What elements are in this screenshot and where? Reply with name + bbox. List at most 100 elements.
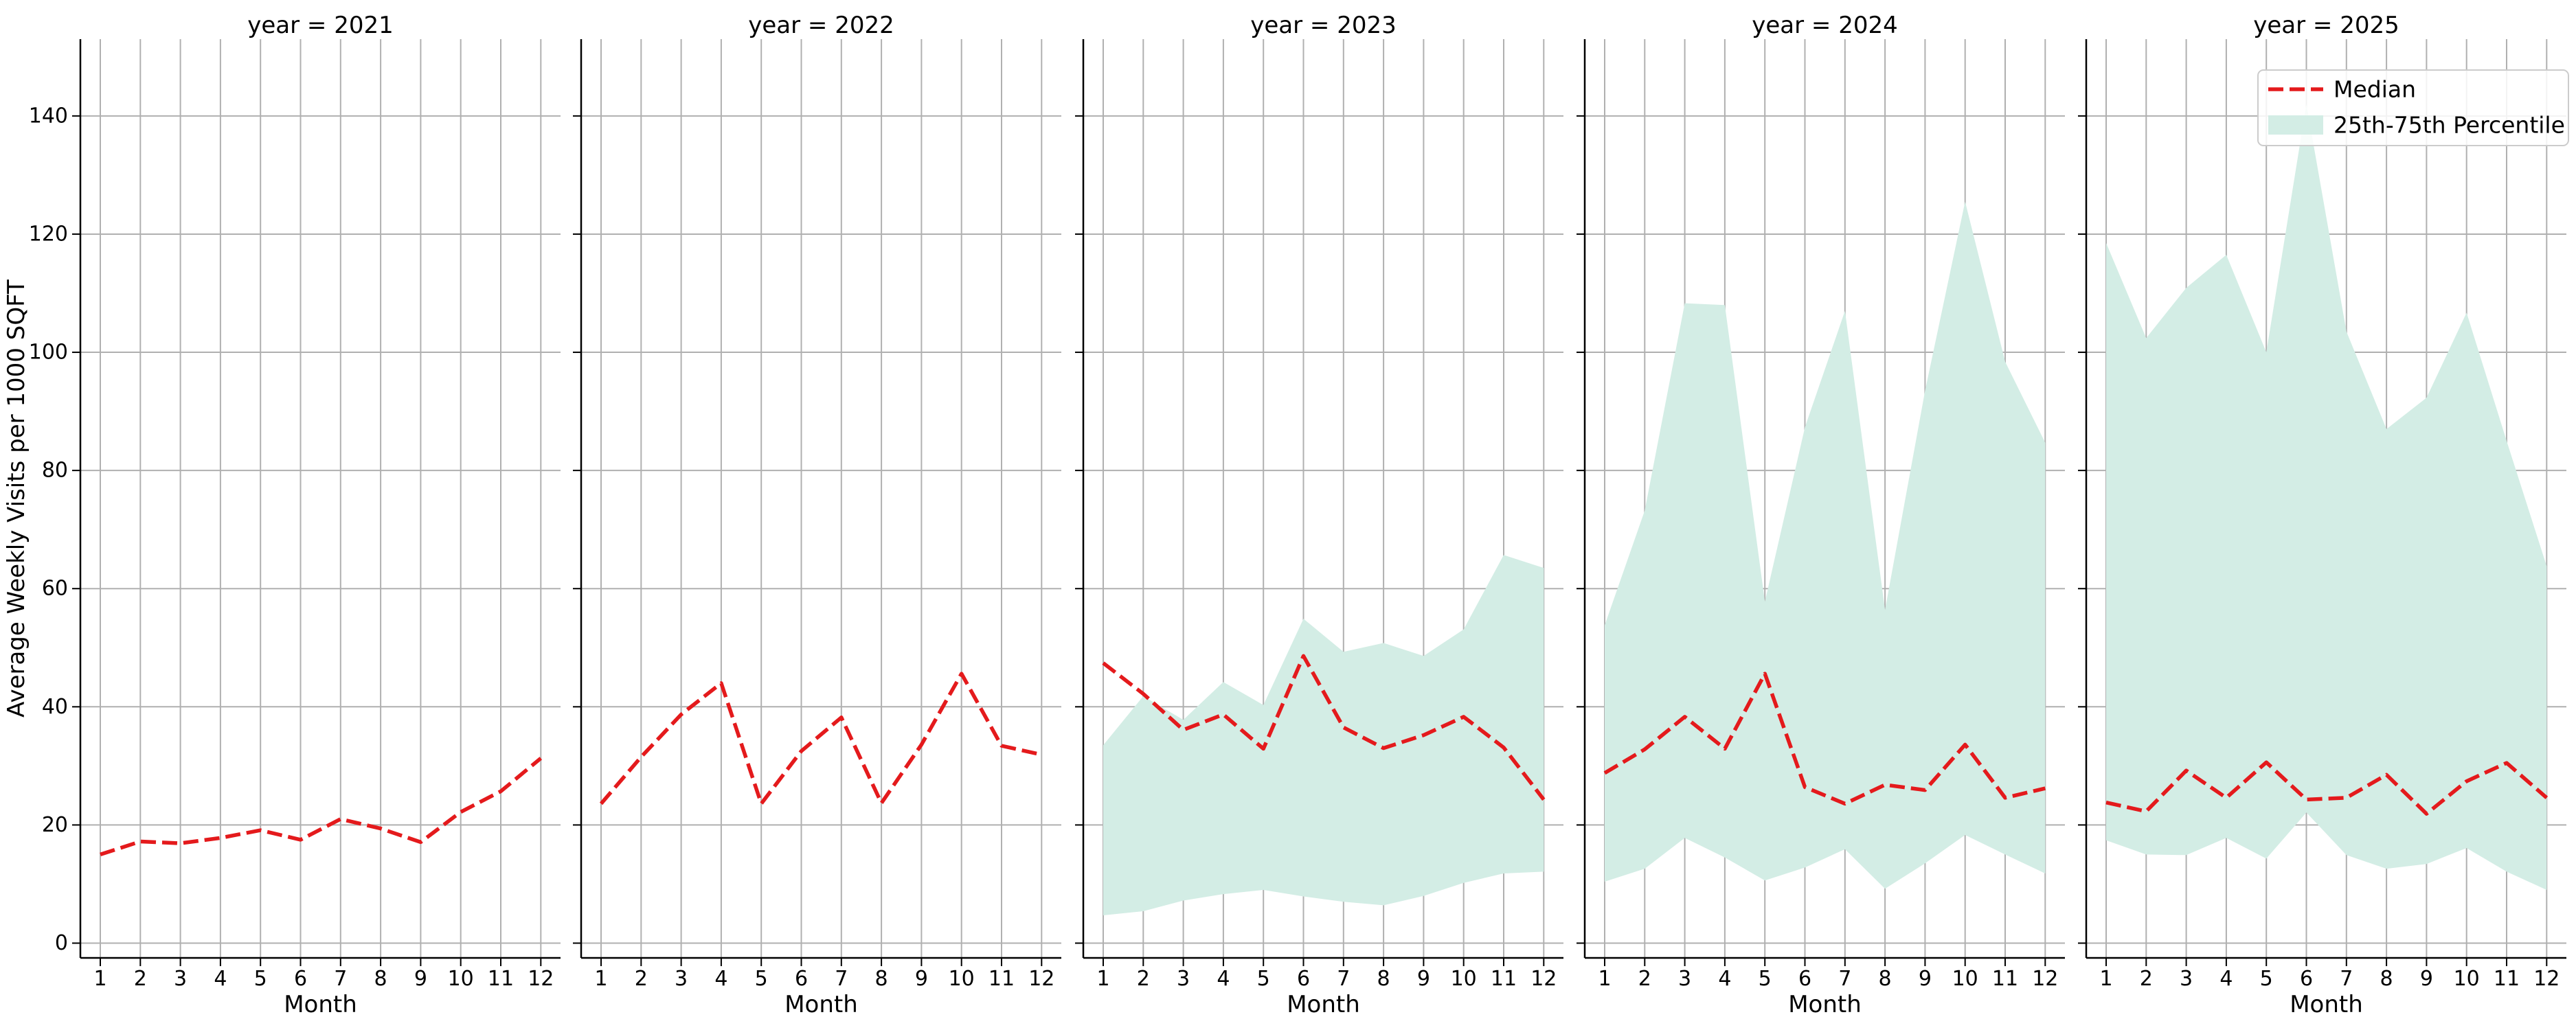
median-point xyxy=(1883,783,1887,787)
median-point xyxy=(418,840,422,844)
x-tick-label: 9 xyxy=(1919,967,1932,991)
median-point xyxy=(2264,760,2268,764)
x-tick-label: 5 xyxy=(1759,967,1772,991)
median-point xyxy=(1261,746,1265,751)
median-point xyxy=(2003,796,2007,800)
x-tick-label: 12 xyxy=(2032,967,2058,991)
y-tick-label: 120 xyxy=(29,222,68,246)
median-point xyxy=(2184,768,2189,772)
median-point xyxy=(639,755,643,759)
x-tick-label: 7 xyxy=(1838,967,1851,991)
y-tick-label: 140 xyxy=(29,104,68,128)
x-axis-label: Month xyxy=(1788,991,1862,1018)
x-tick-label: 11 xyxy=(1992,967,2018,991)
legend-box xyxy=(2257,69,2569,146)
median-point xyxy=(879,801,883,805)
median-point xyxy=(1923,788,1927,792)
median-point xyxy=(1101,661,1105,665)
y-tick-label: 100 xyxy=(29,341,68,365)
y-tick-label: 20 xyxy=(42,813,68,837)
x-tick-label: 9 xyxy=(414,967,427,991)
median-point xyxy=(2505,761,2509,765)
x-tick-label: 2 xyxy=(1638,967,1651,991)
x-tick-label: 9 xyxy=(1417,967,1430,991)
median-point xyxy=(339,817,343,821)
median-point xyxy=(599,801,603,805)
percentile-band-area xyxy=(1605,201,2046,889)
x-tick-label: 4 xyxy=(1217,967,1230,991)
median-point xyxy=(98,852,102,856)
median-point xyxy=(2043,786,2047,790)
x-tick-label: 11 xyxy=(988,967,1015,991)
median-point xyxy=(218,836,223,840)
legend-band-label: 25th-75th Percentile xyxy=(2334,112,2565,139)
median-line xyxy=(1102,654,1546,801)
legend: Median 25th-75th Percentile xyxy=(2257,69,2569,146)
x-tick-label: 12 xyxy=(1028,967,1054,991)
median-line xyxy=(100,757,543,857)
median-point xyxy=(459,810,463,814)
x-tick-label: 1 xyxy=(594,967,607,991)
median-point xyxy=(1642,747,1647,751)
x-tick-label: 1 xyxy=(2099,967,2112,991)
x-tick-label: 11 xyxy=(488,967,514,991)
median-point xyxy=(1182,728,1186,732)
legend-band-swatch xyxy=(2268,115,2323,135)
median-point xyxy=(1683,715,1687,719)
median-point xyxy=(2345,796,2349,800)
median-line xyxy=(2105,760,2549,816)
median-point xyxy=(2224,796,2228,800)
panel-title: year = 2022 xyxy=(748,12,894,39)
median-point xyxy=(1843,801,1847,805)
y-axis-label: Average Weekly Visits per 1000 SQFT xyxy=(3,279,30,718)
x-tick-label: 2 xyxy=(2140,967,2153,991)
x-tick-label: 3 xyxy=(1177,967,1190,991)
panel-title: year = 2021 xyxy=(247,12,393,39)
x-tick-label: 11 xyxy=(2494,967,2520,991)
x-axis-label: Month xyxy=(284,991,357,1018)
y-tick-label: 80 xyxy=(42,459,68,483)
median-point xyxy=(960,672,964,676)
x-tick-label: 6 xyxy=(1798,967,1811,991)
x-tick-label: 9 xyxy=(2420,967,2433,991)
median-line xyxy=(599,672,1042,806)
x-tick-label: 3 xyxy=(174,967,187,991)
x-axis-label: Month xyxy=(1287,991,1360,1018)
median-point xyxy=(1462,715,1466,719)
x-tick-label: 10 xyxy=(1451,967,1477,991)
y-tick-label: 40 xyxy=(42,695,68,719)
percentile-band-area xyxy=(1103,555,1544,915)
x-tick-label: 10 xyxy=(448,967,474,991)
x-tick-label: 6 xyxy=(795,967,808,991)
x-tick-label: 5 xyxy=(254,967,267,991)
median-line xyxy=(1603,672,2046,806)
median-point xyxy=(1502,746,1506,750)
x-tick-label: 12 xyxy=(528,967,554,991)
median-point xyxy=(1141,691,1145,696)
x-tick-label: 3 xyxy=(675,967,688,991)
median-point xyxy=(379,827,383,831)
median-point xyxy=(679,712,683,716)
median-point xyxy=(1963,742,1967,746)
x-tick-label: 5 xyxy=(2260,967,2273,991)
y-tick-label: 0 xyxy=(55,931,68,955)
x-tick-label: 5 xyxy=(755,967,768,991)
x-tick-label: 9 xyxy=(915,967,928,991)
median-point xyxy=(299,838,303,842)
median-point xyxy=(138,839,142,843)
x-tick-label: 1 xyxy=(1096,967,1109,991)
percentile-band-area xyxy=(2106,104,2547,891)
x-tick-label: 4 xyxy=(214,967,227,991)
median-point xyxy=(539,756,543,760)
x-tick-label: 10 xyxy=(2454,967,2480,991)
median-point xyxy=(2424,812,2428,816)
panel-title: year = 2025 xyxy=(2253,12,2399,39)
x-tick-label: 1 xyxy=(93,967,106,991)
x-tick-label: 6 xyxy=(1297,967,1310,991)
median-point xyxy=(759,801,763,805)
median-point xyxy=(919,742,923,746)
